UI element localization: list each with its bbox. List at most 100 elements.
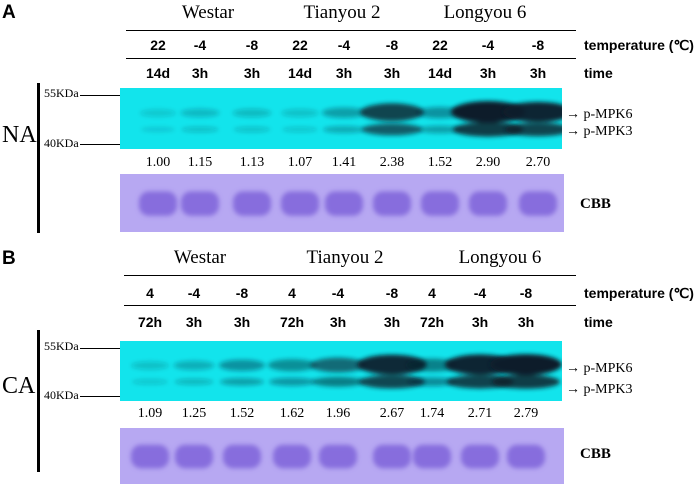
panel-a-marker-55: 55KDa — [44, 86, 79, 100]
panel-a-cbb-label: CBB — [580, 196, 611, 212]
panel-b-top-rule — [124, 275, 576, 277]
panel-a-temperature-8: -4 — [481, 37, 495, 53]
panel-b-cbb-lane-8 — [461, 444, 499, 469]
panel-b-temperature-9: -8 — [519, 285, 533, 301]
panel-a-time-1: 14d — [145, 65, 171, 81]
panel-b-cbb-lane-3 — [223, 444, 261, 469]
panel-b-lane-1-bands — [131, 361, 169, 385]
panel-a-quant-8: 2.90 — [475, 155, 501, 170]
panel-b-cbb-lane-5 — [319, 444, 357, 469]
arrow-icon: → — [566, 361, 580, 376]
panel-b-lane-2-bands — [173, 360, 215, 385]
panel-a-temperature-3: -8 — [245, 37, 259, 53]
panel-a-time-8: 3h — [479, 65, 497, 81]
panel-b-quant-3: 1.52 — [229, 406, 255, 421]
panel-b-mpk3-band — [491, 374, 561, 389]
panel-a-cultivar-2: Tianyou 2 — [303, 2, 381, 23]
panel-a-lane-7-bands — [416, 107, 464, 134]
panel-a-time-7: 14d — [427, 65, 453, 81]
panel-a-time-3: 3h — [243, 65, 261, 81]
panel-a-treatment-label: NA — [2, 122, 37, 148]
panel-a-mpk6-band — [451, 101, 525, 123]
panel-a-cbb-lane-8 — [469, 191, 507, 216]
panel-b-lane-6-bands — [357, 354, 427, 389]
panel-a-temperature-label: temperature (℃) — [584, 37, 694, 53]
panel-b-quant-7: 1.74 — [419, 406, 445, 421]
panel-a-cbb-lane-9 — [519, 191, 557, 216]
panel-a-cbb-lane-5 — [325, 191, 363, 216]
panel-b-temperature-4: 4 — [288, 285, 296, 301]
panel-a-mpk3-band — [181, 126, 219, 133]
panel-b-lane-3-bands — [218, 359, 266, 386]
panel-b-quant-6: 2.67 — [379, 406, 405, 421]
panel-b-mpk3-band — [132, 379, 168, 385]
panel-b-mpk3-band — [359, 375, 425, 389]
panel-b-mpk6-band — [267, 359, 317, 372]
panel-a-mpk6-band — [321, 107, 367, 119]
panel-b-time-1: 72h — [137, 314, 163, 330]
panel-a-mpk3-band — [233, 126, 271, 133]
panel-b-temperature-7: 4 — [428, 285, 436, 301]
panel-b-temperature-8: -4 — [473, 285, 487, 301]
panel-b-lane-9-bands — [490, 354, 562, 389]
panel-a-temperature-6: -8 — [385, 37, 399, 53]
panel-a-bracket-line — [37, 83, 40, 233]
panel-b-time-6: 3h — [383, 314, 401, 330]
panel-a-quant-9: 2.70 — [525, 155, 551, 170]
panel-b-mpk6-band — [173, 360, 215, 371]
panel-a-mpk3-band — [282, 126, 318, 133]
panel-a-quant-2: 1.15 — [187, 155, 213, 170]
panel-a-mpk6-text: p-MPK6 — [583, 107, 633, 122]
panel-b-time-7: 72h — [419, 314, 445, 330]
panel-a-cbb-lane-1 — [139, 191, 177, 216]
panel-b-lane-5-bands — [310, 357, 366, 387]
panel-a-cbb-gel — [120, 174, 564, 232]
panel-b-time-8: 3h — [471, 314, 489, 330]
panel-a-mpk3-band — [504, 122, 562, 137]
panel-b-cbb-lane-7 — [413, 444, 451, 469]
panel-b-letter: B — [2, 248, 16, 269]
panel-b-cbb-gel — [120, 428, 564, 484]
panel-a-marker-55-tick — [80, 95, 120, 97]
panel-a-time-5: 3h — [335, 65, 353, 81]
panel-b-mpk6-band — [490, 354, 562, 375]
panel-b-cultivar-1: Westar — [173, 247, 227, 268]
panel-a-letter: A — [2, 2, 16, 23]
panel-a-cbb-lane-2 — [181, 191, 219, 216]
panel-b-cbb-lane-9 — [507, 444, 545, 469]
panel-a-top-rule — [126, 30, 576, 32]
panel-a-quant-7: 1.52 — [427, 155, 453, 170]
panel-a-lane-9-bands — [503, 101, 562, 137]
panel-b-mpk3-band — [407, 377, 457, 387]
panel-b-time-4: 72h — [279, 314, 305, 330]
panel-b-mpk3-label: → p-MPK3 — [566, 382, 633, 398]
panel-a-mpk3-band — [417, 125, 463, 134]
panel-b-middle-rule — [124, 305, 576, 307]
panel-b-mpk6-text: p-MPK6 — [583, 361, 633, 376]
panel-b-quant-5: 1.96 — [325, 406, 351, 421]
panel-b-temperature-5: -4 — [331, 285, 345, 301]
arrow-icon: → — [566, 107, 580, 122]
panel-b-quant-8: 2.71 — [467, 406, 493, 421]
panel-a-middle-rule — [126, 58, 576, 60]
panel-a-lane-8-bands — [451, 101, 525, 137]
panel-b-cbb-lane-6 — [373, 444, 411, 469]
panel-b-temperature-label: temperature (℃) — [584, 285, 694, 301]
panel-a-mpk3-label: → p-MPK3 — [566, 124, 633, 140]
panel-a-temperature-2: -4 — [193, 37, 207, 53]
panel-b-bracket-line — [37, 330, 40, 472]
panel-a-time-4: 14d — [287, 65, 313, 81]
panel-a-temperature-4: 22 — [292, 37, 308, 53]
panel-a-quant-6: 2.38 — [379, 155, 405, 170]
panel-a-lane-2-bands — [180, 108, 220, 133]
panel-b-quant-2: 1.25 — [181, 406, 207, 421]
panel-b-mpk6-band — [131, 361, 169, 370]
panel-b-marker-55-tick — [80, 348, 120, 350]
panel-b-cultivar-3: Longyou 6 — [458, 247, 542, 268]
panel-b-temperature-2: -4 — [187, 285, 201, 301]
panel-b-time-3: 3h — [233, 314, 251, 330]
panel-a-mpk3-band — [140, 126, 176, 132]
panel-b-temperature-6: -8 — [385, 285, 399, 301]
panel-b-quant-4: 1.62 — [279, 406, 305, 421]
panel-b-time-5: 3h — [329, 314, 347, 330]
